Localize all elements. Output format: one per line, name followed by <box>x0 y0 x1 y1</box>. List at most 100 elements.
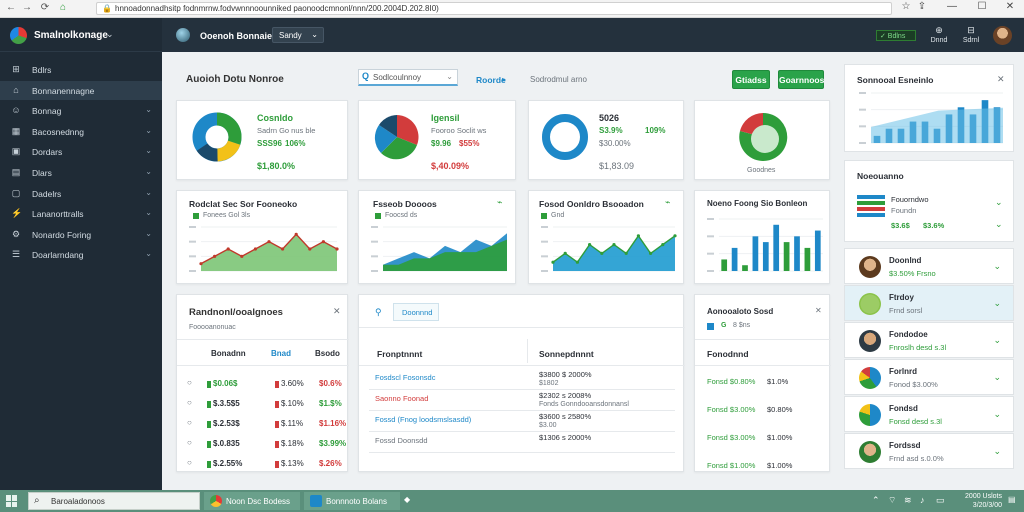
chart-card-1[interactable]: Rodclat Sec Sor Fooneoko Fonees Gol 3ls <box>176 190 348 284</box>
primary-button-2[interactable]: Goarnnoos <box>778 70 824 89</box>
radio-icon[interactable]: ○ <box>187 418 192 427</box>
wifi-icon[interactable]: ≋ <box>904 495 912 505</box>
sidebar-item-9[interactable]: ⚙ Nonardo Foring ⌄ <box>0 225 162 244</box>
chart-card-3[interactable]: Fosod Oonldro Bsooadon ⌁ Gnd <box>528 190 684 284</box>
chart-4-bar[interactable] <box>752 236 759 271</box>
header-action-split[interactable]: ⊟ Sdrnl <box>956 25 986 44</box>
right-col-1[interactable]: Fonodnnd <box>707 349 749 359</box>
sidebar-item-10[interactable]: ☰ Doarlarndang ⌄ <box>0 245 162 264</box>
chevron-down-icon[interactable]: ⌄ <box>993 372 1001 382</box>
kpi-card-4[interactable]: Goodnes <box>694 100 830 180</box>
sidebar-item-1[interactable]: ⊞ Bdlrs <box>0 60 162 79</box>
kpi-card-1[interactable]: Cosnldo Sadrn Go nus ble SSS96 106% $1,8… <box>176 100 348 180</box>
sidebar-item-7[interactable]: ▢ Dadelrs ⌄ <box>0 184 162 203</box>
chevron-down-icon[interactable]: ⌄ <box>995 219 1003 229</box>
brand-caret-icon[interactable]: ⌄ <box>106 29 114 39</box>
table-row[interactable]: ○ $.0.835 $.18% $3.99% <box>177 435 349 455</box>
chart-4-bar[interactable] <box>742 265 748 271</box>
workspace-select[interactable]: Sandy ⌄ <box>272 27 324 43</box>
close-icon[interactable]: ✕ <box>333 306 341 316</box>
sidebar-item-8[interactable]: ⚡ Lananorttralls ⌄ <box>0 204 162 223</box>
list-item[interactable]: Doonlnd $3.50% Frsno ⌄ <box>844 248 1014 284</box>
report-link[interactable]: Roorde <box>476 75 506 85</box>
maximize-button[interactable]: ☐ <box>977 1 987 12</box>
taskbar-clock[interactable]: 2000 Uslots 3/20/3/00 <box>965 492 1002 510</box>
table-row[interactable]: Fonsd $3.00% $1.00% <box>695 425 831 453</box>
minimize-button[interactable]: — <box>947 1 957 12</box>
chart-4-bar[interactable] <box>731 247 738 271</box>
volume-icon[interactable]: ♪ <box>920 495 925 505</box>
mid-col-2[interactable]: Sonnepdnnnt <box>539 349 594 359</box>
chevron-down-icon[interactable]: ⌄ <box>993 261 1001 271</box>
list-item[interactable]: Ftrdoy Frnd sorsl ⌄ <box>844 285 1014 321</box>
sidebar-item-5[interactable]: ▣ Dordars ⌄ <box>0 142 162 161</box>
chart-4-bar[interactable] <box>762 242 769 271</box>
chevron-up-icon[interactable]: ⌃ <box>872 495 880 505</box>
workspace-avatar[interactable] <box>176 28 190 42</box>
close-window-button[interactable]: ✕ <box>1005 1 1015 12</box>
list-item[interactable]: Fondodoe Fnroslh desd s.3l ⌄ <box>844 322 1014 358</box>
chevron-down-icon[interactable]: ⌄ <box>993 335 1001 345</box>
chart-4-bar[interactable] <box>721 259 728 271</box>
search-input[interactable]: Q Sodlcoulnnoy ⌄ <box>358 69 458 86</box>
table-row[interactable]: ○ $0.06$ 3.60% $0.6% <box>177 375 349 395</box>
radio-icon[interactable]: ○ <box>187 458 192 467</box>
chevron-down-icon[interactable]: ⌄ <box>995 197 1003 207</box>
close-icon[interactable]: ✕ <box>997 74 1005 84</box>
pin-icon[interactable]: ⚲ <box>375 307 382 317</box>
left-col-2[interactable]: Bnad <box>271 349 291 358</box>
table-row[interactable]: Saonno Foonad $2302 s 2008% Fonds Gonndooa… <box>359 390 685 411</box>
chevron-down-icon[interactable]: ⌄ <box>993 298 1001 308</box>
network-icon[interactable]: ⌔ <box>888 495 897 505</box>
battery-icon[interactable]: ▭ <box>936 495 945 505</box>
taskbar-app-2[interactable]: Bonnnoto Bolans <box>304 492 400 510</box>
chart-4-bar[interactable] <box>794 236 800 271</box>
radio-icon[interactable]: ○ <box>187 378 192 387</box>
windows-start-icon[interactable] <box>6 495 18 507</box>
table-row[interactable]: Fonsd $3.00% $0.80% <box>695 397 831 425</box>
home-icon[interactable]: ⌂ <box>59 2 67 13</box>
table-row[interactable]: Fossd (Fnog loodsmslsasdd) $3600 s 2580% $… <box>359 411 685 432</box>
chart-card-4[interactable]: Noeno Foong Sio Bonleon <box>694 190 830 284</box>
left-col-3[interactable]: Bsodo <box>315 349 340 358</box>
back-icon[interactable]: ← <box>6 2 16 13</box>
list-item[interactable]: Forlnrd Fonod $3.00% ⌄ <box>844 359 1014 395</box>
table-row[interactable]: ○ $.2.55% $.13% $.26% <box>177 455 349 475</box>
table-row[interactable]: Fossd Doonsdd $1306 s 2000% <box>359 432 685 453</box>
kpi-card-3[interactable]: 5026 S3.9% 109% $30.00% $1,83.09 <box>528 100 684 180</box>
sidebar-item-6[interactable]: ▤ Dlars ⌄ <box>0 163 162 182</box>
mid-col-1[interactable]: Fronptnnnt <box>377 349 423 359</box>
share-icon[interactable]: ⇪ <box>917 1 927 12</box>
list-item[interactable]: Fordssd Frnd asd s.0.0% ⌄ <box>844 433 1014 469</box>
taskbar-search-input[interactable]: ⌕ Baroaladonoos <box>28 492 200 510</box>
table-row[interactable]: Fosdscl Fosonsdc $3800 $ 2000% $1802 <box>359 369 685 390</box>
header-action-add[interactable]: ⊕ Dnnd <box>924 25 954 44</box>
chart-4-bar[interactable] <box>814 230 821 271</box>
list-item[interactable]: Fondsd Fonsd desd s.3l ⌄ <box>844 396 1014 432</box>
radio-icon[interactable]: ○ <box>187 438 192 447</box>
reload-icon[interactable]: ⟳ <box>40 2 50 13</box>
sidebar-item-3[interactable]: ☺ Bonnag ⌄ <box>0 101 162 120</box>
chart-4-bar[interactable] <box>804 247 811 271</box>
close-icon[interactable]: ✕ <box>815 306 822 315</box>
address-bar[interactable]: 🔒 hnnoadonnadhsitp fodnmrnw.fodvwnnnooun… <box>96 2 892 15</box>
chart-4-bar[interactable] <box>783 242 790 271</box>
user-avatar[interactable] <box>993 26 1012 45</box>
chevron-down-icon[interactable]: ⌄ <box>993 446 1001 456</box>
chart-4-bar[interactable] <box>773 224 780 271</box>
taskbar-app-1[interactable]: Noon Dsc Bodess <box>204 492 300 510</box>
forward-icon[interactable]: → <box>22 2 32 13</box>
kpi-card-2[interactable]: Igensil Fooroo Soclit ws $9.96 $55% $,40… <box>358 100 516 180</box>
radio-icon[interactable]: ○ <box>187 398 192 407</box>
chart-card-2[interactable]: Fsseob Doooos ⌁ Foocsd ds <box>358 190 516 284</box>
filter-text[interactable]: Sodrodmul arno <box>530 75 587 84</box>
bookmark-icon[interactable]: ☆ <box>901 1 911 12</box>
primary-button-1[interactable]: Gtiadss <box>732 70 770 89</box>
pinned-app-icon[interactable]: ◆ <box>404 495 411 504</box>
tab-doonnnd[interactable]: Doonnnd <box>393 303 439 321</box>
table-row[interactable]: ○ $.3.5$5 $.10% $1.$% <box>177 395 349 415</box>
chevron-down-icon[interactable]: ⌄ <box>993 409 1001 419</box>
brand[interactable]: Smalnolkonage ⌄ <box>0 18 162 52</box>
table-row[interactable]: ○ $.2.53$ $.11% $1.16% <box>177 415 349 435</box>
left-col-1[interactable]: Bonadnn <box>211 349 246 358</box>
